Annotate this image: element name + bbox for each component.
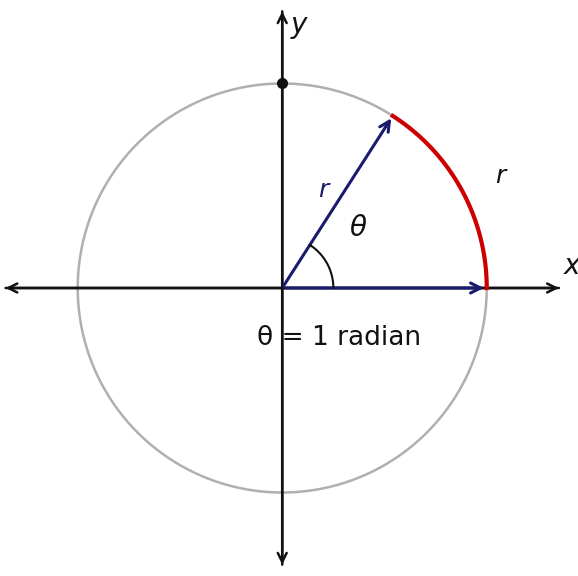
Text: r: r [495, 164, 505, 188]
Text: θ: θ [350, 214, 367, 242]
Text: θ = 1 radian: θ = 1 radian [257, 325, 421, 351]
Text: y: y [290, 10, 307, 39]
Text: r: r [318, 179, 328, 202]
Text: x: x [564, 252, 578, 280]
